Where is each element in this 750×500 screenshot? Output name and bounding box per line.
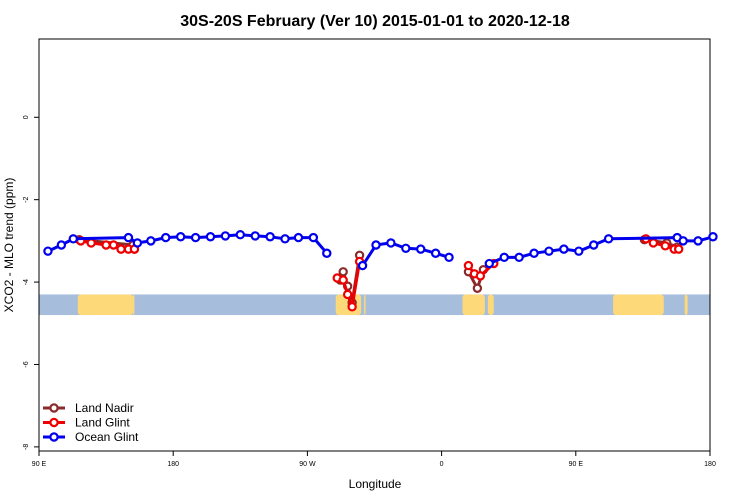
data-point xyxy=(123,232,134,243)
x-axis-label: Longitude xyxy=(349,477,402,491)
data-point xyxy=(308,232,319,243)
land-patch xyxy=(613,294,664,316)
data-point xyxy=(529,248,539,258)
data-point xyxy=(544,246,554,256)
data-point xyxy=(574,246,584,256)
data-point xyxy=(693,236,703,246)
x-tick-label: 90 E xyxy=(569,461,584,468)
legend-marker xyxy=(49,432,59,442)
land-patch xyxy=(462,294,485,316)
series-land-glint xyxy=(76,234,684,312)
y-tick-label: 0 xyxy=(23,115,30,119)
data-point xyxy=(386,238,396,248)
data-point xyxy=(68,234,78,244)
data-point xyxy=(293,232,304,243)
data-point xyxy=(708,232,718,242)
chart-title: 30S-20S February (Ver 10) 2015-01-01 to … xyxy=(180,13,570,30)
data-point xyxy=(116,244,126,254)
x-tick-label: 0 xyxy=(440,461,444,468)
data-point xyxy=(472,283,483,293)
land-patch xyxy=(684,294,688,316)
legend-marker xyxy=(49,417,59,428)
data-point xyxy=(235,229,245,240)
data-point xyxy=(338,267,348,277)
data-point xyxy=(430,248,441,258)
land-patch xyxy=(132,294,135,316)
land-patch xyxy=(364,294,366,316)
data-point xyxy=(342,289,353,300)
x-axis: 90 E 180 90 W 0 90 E 180 xyxy=(32,451,716,468)
legend-label: Land Nadir xyxy=(75,401,134,415)
data-point xyxy=(108,240,119,250)
data-point xyxy=(357,260,368,271)
data-point xyxy=(475,271,486,281)
legend-marker xyxy=(49,403,59,413)
data-point xyxy=(190,232,201,243)
data-point xyxy=(499,252,509,263)
map-strip xyxy=(39,294,710,316)
data-point xyxy=(250,231,260,241)
legend-label: Ocean Glint xyxy=(75,430,139,444)
data-point xyxy=(56,240,67,250)
y-tick-label: -8 xyxy=(23,444,30,450)
data-point xyxy=(588,240,599,250)
data-point xyxy=(338,275,348,285)
data-point xyxy=(371,240,381,250)
data-point xyxy=(322,248,332,258)
data-point xyxy=(484,258,495,269)
data-point xyxy=(220,231,231,241)
data-point xyxy=(660,241,670,251)
y-tick-label: -2 xyxy=(23,196,30,202)
data-point xyxy=(444,252,454,263)
x-tick-label: 90 E xyxy=(32,461,47,468)
data-point xyxy=(416,244,426,254)
data-point xyxy=(43,246,53,256)
series-layer xyxy=(43,229,718,312)
data-point xyxy=(161,232,171,243)
data-point xyxy=(673,244,684,254)
data-point xyxy=(514,252,524,263)
data-point xyxy=(603,234,614,244)
data-point xyxy=(86,238,96,248)
data-point xyxy=(175,232,186,242)
ocean-band xyxy=(39,294,710,316)
data-point xyxy=(463,260,474,271)
land-patch xyxy=(77,294,133,316)
y-tick-label: -6 xyxy=(23,361,30,367)
x-tick-label: 180 xyxy=(704,461,716,468)
y-axis: 0 -2 -4 -6 -8 xyxy=(23,115,39,450)
data-point xyxy=(280,234,290,244)
data-point xyxy=(347,302,357,312)
data-point xyxy=(265,232,275,242)
x-tick-label: 180 xyxy=(167,461,179,468)
data-point xyxy=(678,236,688,246)
data-point xyxy=(132,238,143,248)
series-ocean-glint xyxy=(43,229,718,271)
land-patch xyxy=(487,294,494,316)
y-axis-label: XCO2 - MLO trend (ppm) xyxy=(2,178,16,313)
data-point xyxy=(401,243,411,253)
data-point xyxy=(205,232,216,242)
x-tick-label: 90 W xyxy=(299,461,316,468)
legend-label: Land Glint xyxy=(75,416,130,430)
data-point xyxy=(146,236,156,246)
data-point xyxy=(101,240,111,250)
data-point xyxy=(648,238,659,248)
plot-frame xyxy=(38,38,711,452)
data-point xyxy=(559,244,569,254)
y-tick-label: -4 xyxy=(23,279,30,285)
